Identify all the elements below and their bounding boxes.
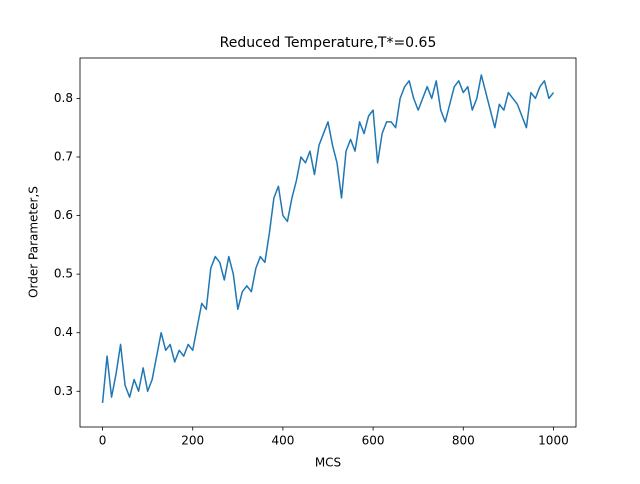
data-line	[101, 74, 555, 404]
x-axis-label: MCS	[315, 456, 341, 470]
y-axis-label: Order Parameter,S	[27, 186, 41, 298]
x-tick-label: 400	[271, 434, 294, 448]
x-tick-label: 200	[181, 434, 204, 448]
x-tick-label: 0	[99, 434, 107, 448]
y-tick-label: 0.6	[54, 208, 73, 222]
y-tick-label: 0.8	[54, 91, 73, 105]
x-tick-label: 600	[362, 434, 385, 448]
y-tick-label: 0.5	[54, 267, 73, 281]
chart-title: Reduced Temperature,T*=0.65	[220, 35, 437, 51]
plot-frame	[79, 57, 577, 428]
y-tick-label: 0.4	[54, 325, 73, 339]
y-tick-label: 0.3	[54, 384, 73, 398]
x-tick-label: 1000	[538, 434, 569, 448]
x-tick-label: 800	[452, 434, 475, 448]
y-tick-label: 0.7	[54, 149, 73, 163]
